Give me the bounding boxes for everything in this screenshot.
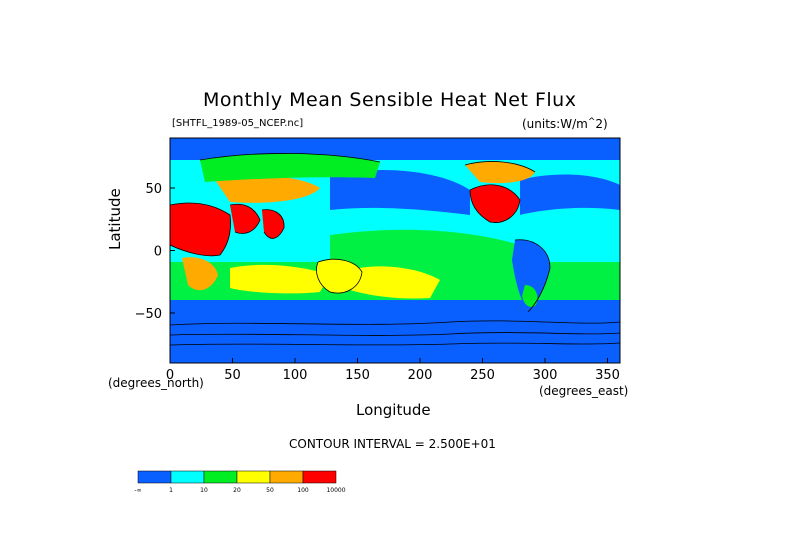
colorbar-label: 1 [169, 487, 173, 494]
region-north-america-plains [465, 161, 535, 184]
colorbar-swatch [137, 470, 172, 484]
region-north-america [470, 184, 520, 223]
y-tick-label: 0 [154, 245, 162, 260]
colorbar-label: -∞ [134, 487, 141, 494]
heatmap-field [170, 138, 620, 363]
x-tick-label: 300 [533, 368, 558, 383]
x-tick-label: 250 [470, 368, 495, 383]
region-north-atlantic [520, 174, 620, 215]
region-indian-ocean-subtropics [230, 264, 330, 294]
x-axis-label: Longitude [356, 401, 431, 419]
x-tick-label: 0 [166, 368, 174, 383]
x-ticks: 0 50 100 150 200 250 300 350 [166, 358, 620, 383]
units-label: (units:W/m^2) [522, 117, 608, 131]
region-southern-ocean [170, 300, 620, 332]
chart-title: Monthly Mean Sensible Heat Net Flux [203, 89, 577, 111]
y-tick-label: 50 [145, 182, 162, 197]
colorbar-swatch [269, 470, 304, 484]
colorbar: -∞ 1 10 20 50 100 10000 [134, 470, 346, 494]
x-tick-label: 350 [595, 368, 620, 383]
region-arabia [230, 204, 260, 234]
dataset-label: [SHTFL_1989-05_NCEP.nc] [172, 118, 304, 129]
region-siberia [200, 153, 380, 182]
colorbar-label: 10 [200, 487, 208, 494]
contour-interval-note: CONTOUR INTERVAL = 2.500E+01 [289, 437, 496, 451]
region-africa-sahara [170, 203, 231, 256]
colorbar-swatch [302, 470, 337, 484]
colorbar-swatch [236, 470, 271, 484]
region-north-pacific [330, 170, 470, 215]
region-patagonia [522, 285, 538, 307]
contour-lines [170, 153, 620, 346]
x-unit-label: (degrees_east) [539, 384, 629, 398]
y-unit-label: (degrees_north) [108, 376, 204, 390]
colorbar-label: 100 [297, 487, 309, 494]
region-central-asia [215, 175, 320, 203]
colorbar-swatch [203, 470, 238, 484]
region-south-africa [182, 257, 218, 291]
region-india [262, 209, 285, 239]
colorbar-label: 20 [233, 487, 241, 494]
y-ticks: 50 0 −50 [135, 182, 175, 322]
colorbar-swatch [170, 470, 205, 484]
colorbar-label: 10000 [326, 487, 345, 494]
colorbar-label: 50 [266, 487, 274, 494]
region-pacific-subtropics [350, 266, 440, 299]
x-tick-label: 50 [224, 368, 241, 383]
x-tick-label: 150 [345, 368, 370, 383]
x-tick-label: 100 [283, 368, 308, 383]
y-tick-label: −50 [135, 307, 162, 322]
region-australia [316, 259, 362, 294]
x-tick-label: 200 [408, 368, 433, 383]
